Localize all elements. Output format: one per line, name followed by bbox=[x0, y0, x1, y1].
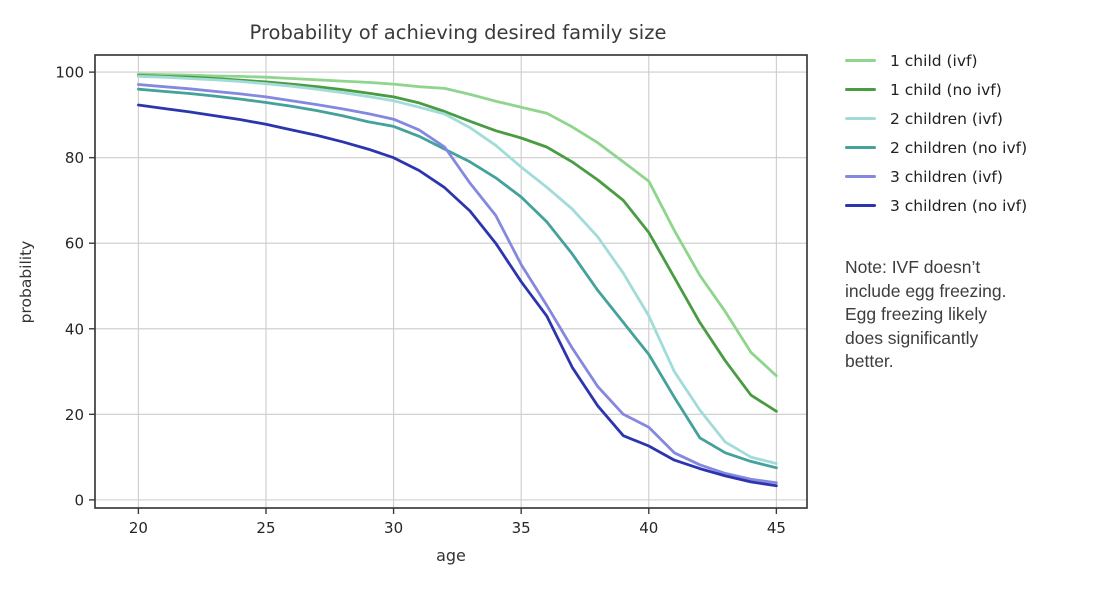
y-tick-label: 60 bbox=[65, 235, 84, 253]
gridlines bbox=[95, 55, 807, 508]
annotation-note: Note: IVF doesn’t include egg freezing. Eg… bbox=[845, 256, 1090, 374]
data-series bbox=[136, 72, 778, 488]
legend-swatch-line bbox=[845, 145, 876, 150]
series-line-3-children-no-ivf- bbox=[136, 103, 778, 488]
legend-swatch-line bbox=[845, 116, 876, 121]
legend-swatch-line bbox=[845, 174, 876, 179]
plot-frame bbox=[94, 54, 808, 509]
legend-label: 1 child (no ivf) bbox=[890, 80, 1002, 99]
legend-item: 1 child (no ivf) bbox=[845, 75, 1027, 104]
series-line-1-child-ivf- bbox=[136, 72, 778, 378]
legend-label: 1 child (ivf) bbox=[890, 51, 978, 70]
x-tick-label: 35 bbox=[512, 519, 531, 537]
legend-item: 1 child (ivf) bbox=[845, 46, 1027, 75]
legend-label: 3 children (ivf) bbox=[890, 167, 1003, 186]
legend-item: 2 children (no ivf) bbox=[845, 133, 1027, 162]
y-axis-label: probability bbox=[17, 241, 35, 324]
note-line: include egg freezing. bbox=[845, 280, 1007, 301]
legend-swatch-line bbox=[845, 203, 876, 208]
series-line-3-children-ivf- bbox=[136, 83, 778, 485]
x-tick-label: 30 bbox=[384, 519, 403, 537]
note-line: Egg freezing likely bbox=[845, 304, 988, 324]
y-tick-label: 100 bbox=[55, 64, 84, 82]
x-tick-label: 45 bbox=[767, 519, 786, 537]
y-tick-label: 0 bbox=[74, 491, 84, 509]
axis-ticks: 20 25 30 35 40 45 0 20 40 60 80 100 bbox=[55, 64, 786, 537]
series-line-2-children-no-ivf- bbox=[136, 87, 778, 470]
legend-item: 3 children (ivf) bbox=[845, 162, 1027, 191]
legend-swatch-line bbox=[845, 58, 876, 63]
chart-title: Probability of achieving desired family … bbox=[250, 21, 667, 44]
series-line-2-children-ivf- bbox=[136, 75, 778, 465]
note-line: better. bbox=[845, 351, 894, 371]
legend-label: 3 children (no ivf) bbox=[890, 196, 1028, 215]
note-line: Note: IVF doesn’t bbox=[845, 257, 981, 277]
x-tick-label: 25 bbox=[256, 519, 275, 537]
legend-item: 3 children (no ivf) bbox=[845, 191, 1027, 220]
note-line: does significantly bbox=[845, 327, 979, 348]
y-tick-label: 80 bbox=[65, 149, 84, 167]
legend-swatch-line bbox=[845, 87, 876, 92]
legend-item: 2 children (ivf) bbox=[845, 104, 1027, 133]
x-axis-label: age bbox=[436, 546, 466, 565]
legend-label: 2 children (ivf) bbox=[890, 109, 1003, 128]
x-tick-label: 40 bbox=[639, 519, 658, 537]
x-tick-label: 20 bbox=[129, 519, 148, 537]
family-size-chart: Probability of achieving desired family … bbox=[17, 21, 808, 565]
y-tick-label: 40 bbox=[65, 320, 84, 338]
chart-legend: 1 child (ivf) 1 child (no ivf) 2 children … bbox=[845, 46, 1027, 220]
legend-label: 2 children (no ivf) bbox=[890, 138, 1028, 157]
y-tick-label: 20 bbox=[65, 406, 84, 424]
